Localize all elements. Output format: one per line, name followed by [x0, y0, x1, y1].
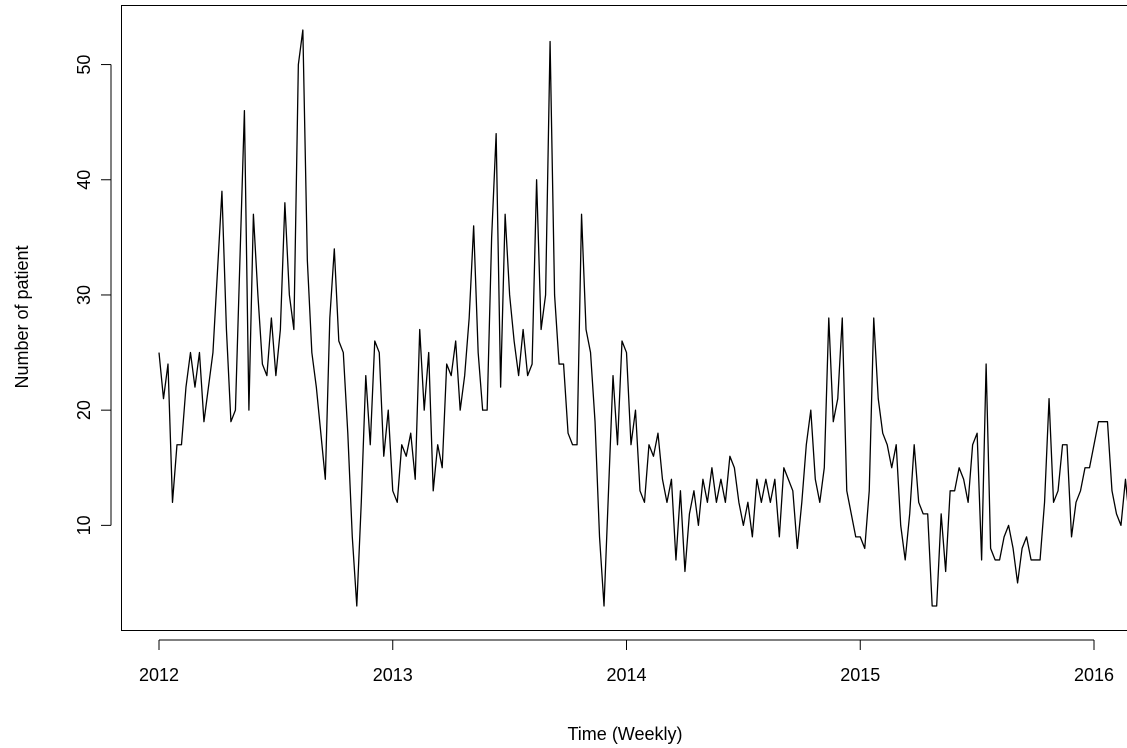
y-tick-label: 50 — [74, 55, 94, 75]
y-tick-label: 40 — [74, 170, 94, 190]
y-tick-label: 10 — [74, 515, 94, 535]
x-tick-label: 2015 — [840, 665, 880, 685]
series-group — [158, 29, 1127, 607]
y-tick-label: 20 — [74, 400, 94, 420]
x-axis-label: Time (Weekly) — [567, 724, 682, 744]
x-tick-label: 2013 — [373, 665, 413, 685]
y-tick-label: 30 — [74, 285, 94, 305]
x-tick-label: 2016 — [1074, 665, 1114, 685]
plot-box — [121, 5, 1127, 631]
x-tick-label: 2014 — [606, 665, 646, 685]
y-axis-label: Number of patient — [12, 245, 32, 388]
y-axis: 10 20 30 40 50 — [74, 55, 112, 535]
series-line — [158, 29, 1127, 607]
x-tick-label: 2012 — [139, 665, 179, 685]
x-axis: 2012 2013 2014 2015 2016 — [139, 639, 1114, 685]
